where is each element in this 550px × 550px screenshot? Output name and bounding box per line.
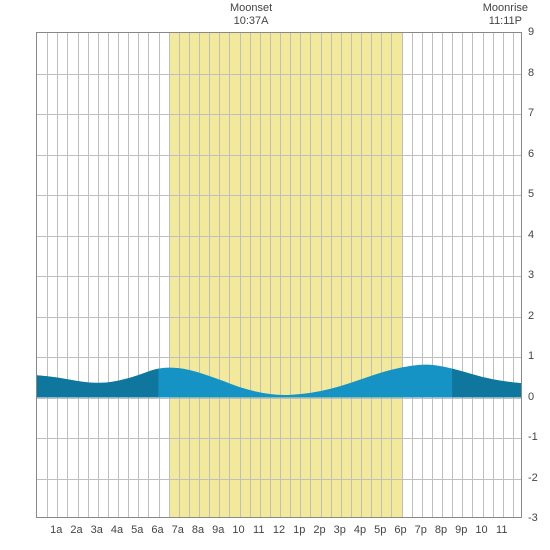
x-tick-label: 12 — [273, 524, 285, 536]
y-tick-label: -2 — [528, 472, 538, 484]
x-tick-label: 7p — [415, 524, 427, 536]
tide-svg — [37, 33, 522, 518]
y-tick-label: 2 — [528, 310, 534, 322]
x-tick-label: 9p — [455, 524, 467, 536]
y-tick-label: 8 — [528, 67, 534, 79]
y-tick-label: 5 — [528, 188, 534, 200]
x-tick-label: 5p — [374, 524, 386, 536]
moonrise-label: Moonrise11:11P — [470, 2, 540, 28]
x-tick-label: 2p — [313, 524, 325, 536]
y-tick-label: 0 — [528, 391, 534, 403]
y-tick-label: 1 — [528, 350, 534, 362]
y-tick-label: -1 — [528, 431, 538, 443]
moonrise-title: Moonrise — [470, 2, 540, 15]
x-tick-label: 11 — [496, 524, 507, 536]
x-tick-label: 3a — [91, 524, 103, 536]
x-tick-label: 11 — [253, 524, 264, 536]
moonset-time: 10:37A — [216, 15, 286, 28]
moonset-label: Moonset10:37A — [216, 2, 286, 28]
y-tick-label: -3 — [528, 512, 538, 524]
x-tick-label: 10 — [232, 524, 244, 536]
y-tick-label: 6 — [528, 148, 534, 160]
x-tick-label: 5a — [131, 524, 143, 536]
x-tick-label: 1a — [50, 524, 62, 536]
x-tick-label: 8a — [192, 524, 204, 536]
x-tick-label: 6a — [151, 524, 163, 536]
moonset-title: Moonset — [216, 2, 286, 15]
x-tick-label: 4p — [354, 524, 366, 536]
y-tick-label: 7 — [528, 107, 534, 119]
x-tick-label: 10 — [475, 524, 487, 536]
x-tick-label: 7a — [172, 524, 184, 536]
plot-area — [36, 32, 522, 518]
x-tick-label: 1p — [293, 524, 305, 536]
moonrise-time: 11:11P — [470, 15, 540, 28]
y-tick-label: 4 — [528, 229, 534, 241]
y-tick-label: 3 — [528, 269, 534, 281]
x-tick-label: 3p — [334, 524, 346, 536]
x-tick-label: 4a — [111, 524, 123, 536]
x-tick-label: 8p — [435, 524, 447, 536]
x-tick-label: 2a — [70, 524, 82, 536]
x-tick-label: 6p — [394, 524, 406, 536]
x-tick-label: 9a — [212, 524, 224, 536]
